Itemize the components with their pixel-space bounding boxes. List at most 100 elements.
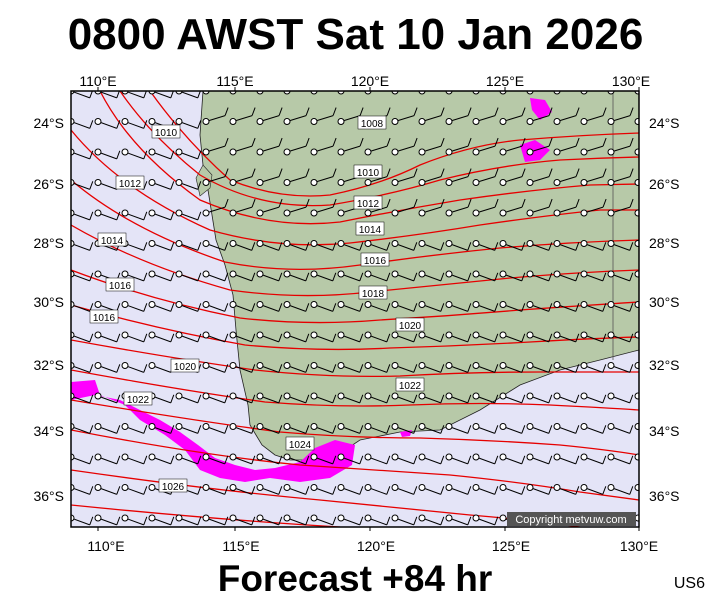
wind-barb-station xyxy=(472,148,480,156)
wind-barb-feather xyxy=(89,425,94,434)
lon-label-top: 130°E xyxy=(612,73,650,89)
wind-barb-station xyxy=(553,179,561,186)
wind-barb-feather xyxy=(521,168,526,177)
wind-barb-station xyxy=(337,484,345,491)
wind-barb-station xyxy=(94,484,102,491)
wind-barb-feather xyxy=(197,150,202,160)
wind-barb-station xyxy=(391,240,399,247)
wind-barb-station xyxy=(364,270,372,278)
wind-barb-station xyxy=(607,423,615,430)
wind-barb-feather xyxy=(548,198,553,208)
wind-barb-feather xyxy=(413,107,418,116)
wind-barb-feather xyxy=(143,516,148,526)
wind-barb-feather xyxy=(359,486,364,495)
wind-barb-feather xyxy=(116,425,121,434)
wind-barb-station xyxy=(337,423,345,430)
wind-barb-station xyxy=(256,423,264,430)
wind-barb-station xyxy=(283,179,291,186)
wind-barb-station xyxy=(310,484,318,491)
wind-barb-shaft xyxy=(557,91,559,92)
wind-barb-station xyxy=(445,240,453,247)
wind-barb-station xyxy=(472,209,480,217)
wind-barb-station xyxy=(580,209,588,217)
wind-barb-feather xyxy=(305,303,310,312)
wind-barb-feather xyxy=(413,303,418,312)
wind-barb-station xyxy=(94,209,102,217)
wind-barb-station xyxy=(607,484,615,491)
wind-barb-feather xyxy=(386,486,391,495)
wind-barb-feather xyxy=(143,211,148,221)
region-code: US6 xyxy=(673,575,705,592)
wind-barb-feather xyxy=(629,425,634,434)
wind-barb-feather xyxy=(143,181,148,190)
wind-barb-feather xyxy=(170,242,175,251)
wind-barb-feather xyxy=(413,137,418,147)
wind-barb-station xyxy=(202,301,210,308)
wind-barb-feather xyxy=(197,333,202,343)
wind-barb-feather xyxy=(386,364,391,373)
wind-barb-station xyxy=(337,118,345,125)
wind-barb-station xyxy=(202,179,210,186)
wind-barb-feather xyxy=(305,107,310,116)
lat-label-left: 36°S xyxy=(33,488,64,504)
wind-barb-feather xyxy=(305,168,310,177)
wind-barb-station xyxy=(283,331,291,339)
wind-barb-shaft xyxy=(395,91,397,92)
wind-barb-station xyxy=(634,240,639,247)
wind-barb-station xyxy=(445,484,453,491)
wind-barb-station xyxy=(418,209,426,217)
wind-barb-feather xyxy=(575,198,580,208)
wind-barb-feather xyxy=(548,168,553,177)
wind-barb-feather xyxy=(143,455,148,465)
wind-barb-station xyxy=(634,301,639,308)
wind-barb-station xyxy=(148,301,156,308)
wind-barb-station xyxy=(202,209,210,217)
wind-barb-station xyxy=(634,118,639,125)
wind-barb-feather xyxy=(170,333,175,343)
wind-barb-station xyxy=(526,331,534,339)
wind-barb-feather xyxy=(332,242,337,251)
wind-barb-feather xyxy=(629,455,634,465)
wind-barb-feather xyxy=(89,181,94,190)
wind-barb-station xyxy=(121,301,129,308)
wind-barb-station xyxy=(364,484,372,491)
wind-barb-feather xyxy=(548,486,553,495)
forecast-label: Forecast +84 hr xyxy=(217,558,493,599)
wind-barb-feather xyxy=(333,77,336,85)
wind-barb-station xyxy=(526,453,534,461)
isobar-label-box xyxy=(353,164,383,179)
wind-barb-station xyxy=(472,423,480,430)
wind-barb-station xyxy=(148,270,156,278)
wind-barb-feather xyxy=(197,425,202,434)
wind-barb-feather xyxy=(278,107,283,116)
wind-barb-feather xyxy=(170,455,175,465)
wind-barb-station xyxy=(256,514,264,522)
wind-barb-feather xyxy=(494,107,499,116)
wind-barb-station xyxy=(229,514,237,522)
wind-barb-feather xyxy=(602,272,607,282)
wind-barb-station xyxy=(445,331,453,339)
wind-barb-station xyxy=(148,331,156,339)
wind-barb-station xyxy=(634,209,639,217)
wind-barb-feather xyxy=(494,272,499,282)
wind-barb-station xyxy=(418,331,426,339)
wind-barb-shaft xyxy=(637,273,639,275)
wind-barb-feather xyxy=(494,303,499,312)
wind-barb-station xyxy=(553,118,561,125)
wind-barb-station xyxy=(337,270,345,278)
wind-barb-feather xyxy=(386,333,391,343)
wind-barb-feather xyxy=(278,364,283,373)
wind-barb-shaft xyxy=(287,91,289,92)
wind-barb-station xyxy=(175,118,183,125)
wind-barb-station xyxy=(499,118,507,125)
wind-barb-station xyxy=(418,301,426,308)
wind-barb-station xyxy=(256,270,264,278)
lat-label-right: 34°S xyxy=(649,423,680,439)
wind-barb-feather xyxy=(224,107,229,116)
wind-barb-station xyxy=(202,484,210,491)
wind-barb-station xyxy=(607,301,615,308)
wind-barb-station xyxy=(526,118,534,125)
wind-barb-shaft xyxy=(422,91,424,92)
wind-barb-feather xyxy=(251,242,256,251)
